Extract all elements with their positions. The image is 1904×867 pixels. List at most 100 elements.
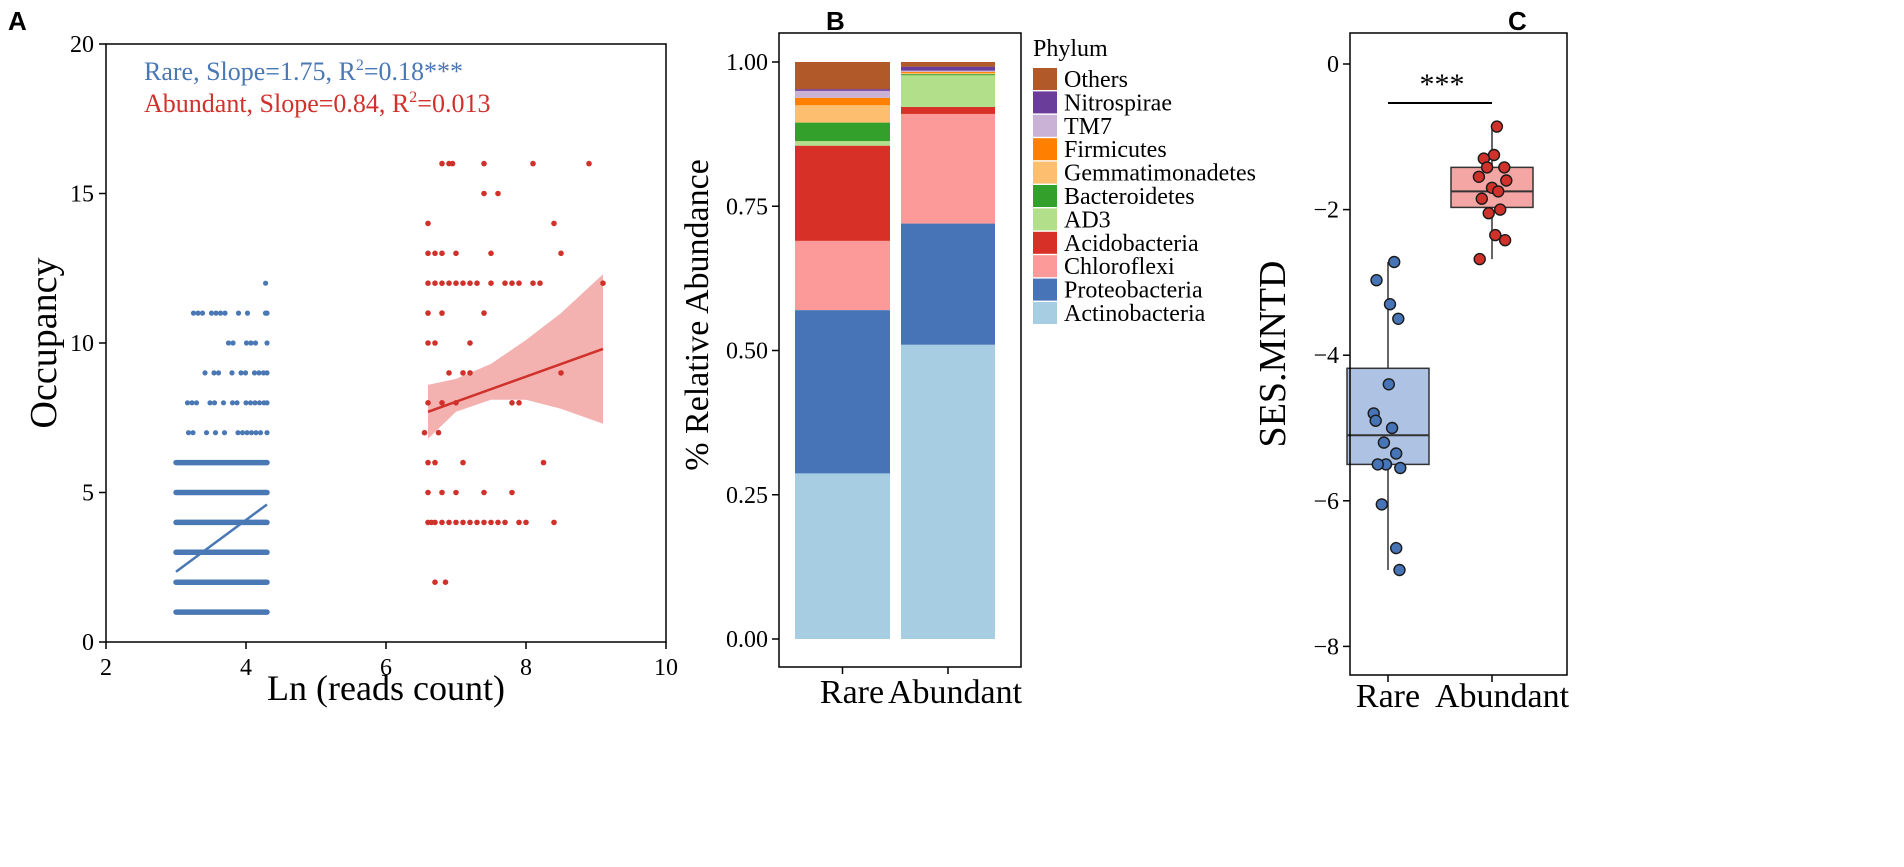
fit-lines: [175, 347, 604, 573]
abundant-point: [502, 280, 508, 287]
rare-point: [244, 430, 250, 436]
y-tick-label: 15: [70, 182, 94, 208]
y-axis-label: % Relative Abundance: [679, 159, 716, 471]
rare-point: [212, 430, 219, 436]
rare-point: [239, 430, 246, 436]
x-axis-label: Ln (reads count): [267, 668, 505, 708]
abundant-point: [540, 459, 547, 466]
legend-item-actinobacteria: Actinobacteria: [1033, 301, 1206, 327]
rare-point: [184, 400, 191, 406]
boxes: [1346, 126, 1534, 570]
rare-point: [1389, 541, 1403, 555]
abundant-point: [453, 519, 459, 526]
rare-point: [1369, 414, 1382, 427]
legend-label: AD3: [1064, 207, 1111, 233]
abundant-point: [481, 519, 487, 526]
bar-segment-chloroflexi: [795, 240, 890, 311]
rare-point: [211, 400, 218, 406]
abundant-point: [460, 459, 466, 466]
abundant-point: [488, 280, 494, 287]
legend-label: TM7: [1064, 114, 1112, 140]
x-axis-ticks: Rare Abundant: [820, 667, 1023, 711]
annotation-text: =0.18***: [364, 57, 463, 86]
rare-point: [253, 430, 259, 436]
rare-point: [208, 310, 215, 316]
legend-swatch: [1033, 185, 1057, 207]
abundant-point: [453, 250, 459, 257]
rare-point: [207, 400, 213, 406]
bar-segment-proteobacteria: [901, 223, 995, 345]
rare-point: [244, 310, 251, 316]
rare-point: [1371, 458, 1385, 471]
legend-swatch: [1033, 114, 1057, 137]
bar-segment-acidobacteria: [795, 145, 890, 241]
rare-point: [238, 370, 244, 376]
y-tick-label: 0.00: [726, 627, 768, 653]
rare-point: [1392, 312, 1405, 325]
legend-label: Chloroflexi: [1064, 254, 1175, 280]
abundant-point: [488, 250, 494, 257]
rare-point: [225, 340, 232, 346]
rare-point: [1383, 298, 1397, 311]
annotation-superscript: 2: [356, 57, 364, 74]
confidence-band: [428, 274, 603, 439]
abundant-point: [516, 519, 522, 526]
legend-item-ad3: AD3: [1033, 207, 1111, 233]
stacked-bars: [795, 62, 995, 639]
rare-point-level: [184, 400, 270, 406]
rare-point: [257, 430, 264, 436]
legend-item-nitrospirae: Nitrospirae: [1033, 90, 1172, 116]
abundant-point: [558, 250, 564, 257]
significance-stars: ***: [1420, 68, 1465, 101]
legend-swatch: [1033, 138, 1057, 161]
rare-point: [264, 400, 270, 406]
abundant-point: [1493, 203, 1507, 216]
y-tick-label: 0.50: [726, 339, 768, 365]
rare-point: [222, 310, 228, 316]
abundant-point: [446, 519, 452, 526]
x-tick-label-rare: Rare: [1356, 678, 1420, 715]
bar-segment-nitrospirae: [901, 66, 995, 71]
rare-point: [199, 310, 206, 316]
abundant-point: [453, 280, 459, 287]
bar-abundant: [901, 62, 995, 639]
y-axis-ticks: 0.00 0.25 0.50 0.75 1.00: [726, 50, 779, 653]
abundant-point: [1487, 148, 1501, 162]
rare-point: [1394, 461, 1407, 475]
panel-c-boxplot: 0 −2 −4 −6 −8 Rare Abundant SES.MNTD ***: [1252, 32, 1570, 715]
abundant-point: [439, 280, 445, 287]
bar-segment-gemmatimonadetes: [795, 105, 890, 123]
rare-fit-annotation: Rare, Slope=1.75, R2=0.18***: [144, 57, 463, 86]
abundant-point: [467, 519, 473, 526]
legend-label: Actinobacteria: [1064, 301, 1206, 327]
x-tick-label: 8: [520, 655, 532, 681]
abundant-point: [432, 340, 438, 346]
panel-c-frame: [1349, 32, 1568, 676]
abundant-point: [425, 340, 431, 346]
rare-fit-line: [175, 503, 268, 573]
abundant-point: [481, 160, 487, 167]
rare-point: [235, 430, 241, 436]
rare-point: [203, 430, 210, 436]
legend-item-others: Others: [1033, 67, 1128, 93]
legend-item-gemmatimonadetes: Gemmatimonadetes: [1033, 161, 1256, 187]
abundant-point: [558, 370, 564, 376]
rare-point: [185, 430, 192, 436]
bar-segment-proteobacteria: [795, 310, 890, 474]
rare-point: [264, 430, 270, 436]
rare-point: [229, 370, 235, 376]
legend: OthersNitrospiraeTM7FirmicutesGemmatimon…: [1033, 67, 1256, 327]
x-tick-label: 2: [100, 655, 112, 681]
abundant-point: [502, 519, 508, 526]
abundant-point: [449, 160, 456, 167]
abundant-point: [432, 250, 438, 257]
abundant-point: [481, 190, 487, 197]
legend-label: Firmicutes: [1064, 137, 1167, 163]
rare-point: [195, 310, 201, 316]
abundant-point: [600, 280, 606, 287]
abundant-point: [446, 280, 452, 287]
abundant-point: [516, 400, 522, 406]
rare-point: [235, 310, 242, 316]
rare-point: [264, 310, 270, 316]
rare-point: [1387, 255, 1401, 269]
